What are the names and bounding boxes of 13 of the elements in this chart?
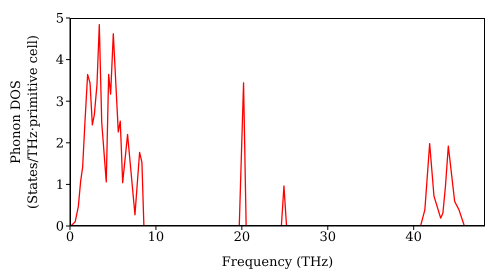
y-tick-label: 5 <box>56 12 64 27</box>
x-tick-label: 30 <box>319 230 336 246</box>
y-tick-label: 4 <box>56 53 64 68</box>
x-tick-label: 20 <box>234 230 250 246</box>
x-tick-label: 40 <box>405 230 422 246</box>
y-tick-label: 0 <box>56 220 64 235</box>
y-axis-title: Phonon DOS (States/THz·primitive cell) <box>9 34 41 210</box>
y-tick-label: 2 <box>56 136 64 152</box>
y-tick-label: 1 <box>56 178 64 194</box>
x-axis-title: Frequency (THz) <box>222 255 334 270</box>
x-tick-label: 0 <box>66 230 74 246</box>
y-tick-label: 3 <box>56 94 64 110</box>
x-tick-label: 10 <box>148 230 164 246</box>
